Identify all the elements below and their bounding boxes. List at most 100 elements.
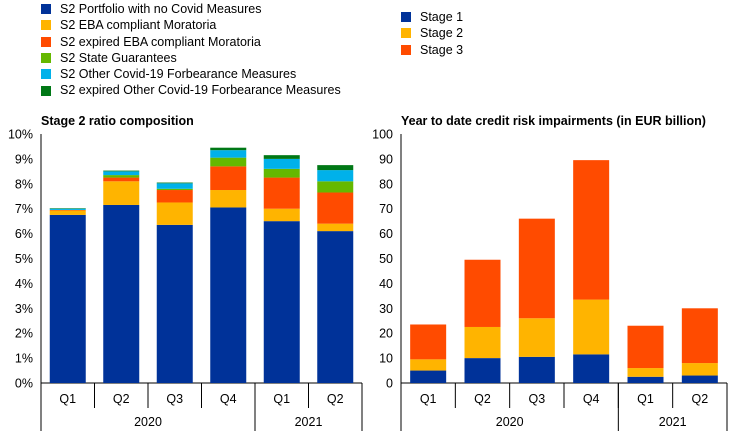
x-tick-label: Q3 — [528, 392, 545, 406]
y-tick-label: 8% — [15, 177, 33, 191]
bar-segment — [210, 150, 247, 158]
x-tick-label: Q1 — [273, 392, 290, 406]
bar-segment — [464, 326, 501, 359]
bar-segment — [317, 231, 354, 383]
legend-item: S2 Portfolio with no Covid Measures — [41, 1, 341, 17]
y-tick-label: 3% — [15, 302, 33, 316]
y-tick-label: 50 — [379, 252, 393, 266]
y-tick-label: 100 — [372, 128, 393, 142]
x-tick-label: Q1 — [420, 392, 437, 406]
x-tick-label: Q1 — [59, 392, 76, 406]
y-tick-label: 5% — [15, 252, 33, 266]
bar-segment — [103, 204, 140, 383]
bar-segment — [317, 181, 354, 193]
legend-item: S2 expired Other Covid-19 Forbearance Me… — [41, 82, 341, 98]
x-tick-label: Q2 — [691, 392, 708, 406]
group-label: 2020 — [496, 415, 524, 429]
bar-segment — [681, 308, 718, 364]
chart-title-impairments: Year to date credit risk impairments (in… — [401, 114, 706, 128]
x-tick-label: Q2 — [474, 392, 491, 406]
y-tick-label: 40 — [379, 277, 393, 291]
bar-segment — [317, 165, 354, 171]
y-tick-label: 7% — [15, 202, 33, 216]
bar-segment — [156, 190, 193, 203]
bar-segment — [263, 221, 300, 383]
y-tick-label: 9% — [15, 152, 33, 166]
bar-segment — [681, 375, 718, 383]
bar-segment — [518, 318, 555, 357]
bar-segment — [103, 181, 140, 205]
bar-segment — [156, 188, 193, 191]
bar-segment — [410, 359, 447, 371]
legend-label: S2 EBA compliant Moratoria — [60, 18, 217, 33]
bar-segment — [210, 157, 247, 167]
y-tick-label: 6% — [15, 227, 33, 241]
bar-segment — [103, 171, 140, 176]
bar-segment — [410, 324, 447, 360]
bar-segment — [518, 356, 555, 383]
legend-label: S2 Portfolio with no Covid Measures — [60, 2, 262, 16]
bar-segment — [103, 170, 140, 172]
legend-label: Stage 1 — [420, 10, 464, 24]
bar-segment — [627, 325, 664, 369]
legend-label: Stage 2 — [420, 26, 464, 41]
x-tick-label: Q4 — [583, 392, 600, 406]
x-tick-label: Q2 — [113, 392, 130, 406]
bar-segment — [464, 259, 501, 327]
legend-swatch — [401, 44, 411, 55]
legend-swatch — [401, 12, 411, 23]
y-tick-label: 0 — [386, 377, 393, 391]
group-label: 2021 — [659, 415, 687, 429]
y-tick-label: 70 — [379, 202, 393, 216]
group-label: 2021 — [295, 415, 323, 429]
bar-segment — [210, 166, 247, 191]
legend-impairments: Stage 1 Stage 2 Stage 3 — [401, 9, 463, 58]
legend-label: S2 State Guarantees — [60, 50, 177, 65]
bar-segment — [49, 208, 86, 210]
legend-label: S2 expired Other Covid-19 Forbearance Me… — [60, 83, 341, 98]
y-tick-label: 4% — [15, 277, 33, 291]
bar-segment — [263, 168, 300, 178]
bar-segment — [103, 175, 140, 178]
bar-segment — [263, 158, 300, 169]
bar-segment — [410, 370, 447, 383]
bar-segment — [263, 177, 300, 209]
bar-segment — [573, 354, 610, 383]
legend-item: Stage 3 — [401, 42, 463, 58]
legend-swatch — [41, 20, 51, 31]
bar-segment — [156, 182, 193, 184]
bar-segment — [103, 177, 140, 182]
bar-segment — [317, 192, 354, 224]
bar-segment — [49, 214, 86, 383]
legend-item: Stage 2 — [401, 25, 463, 41]
bar-segment — [156, 224, 193, 383]
bar-segment — [210, 147, 247, 151]
y-tick-label: 90 — [379, 152, 393, 166]
bar-segment — [156, 202, 193, 225]
bar-segment — [464, 358, 501, 383]
bar-segment — [210, 207, 247, 383]
legend-swatch — [41, 85, 51, 96]
bar-segment — [573, 160, 610, 300]
bar-segment — [681, 363, 718, 376]
bar-segment — [263, 155, 300, 159]
bar-segment — [263, 208, 300, 222]
y-tick-label: 0% — [15, 377, 33, 391]
y-tick-label: 1% — [15, 352, 33, 366]
legend-label: Stage 3 — [420, 42, 464, 57]
y-tick-label: 10% — [8, 128, 33, 142]
y-tick-label: 20 — [379, 327, 393, 341]
x-tick-label: Q4 — [220, 392, 237, 406]
bar-segment — [156, 183, 193, 189]
y-tick-label: 30 — [379, 302, 393, 316]
bar-segment — [573, 299, 610, 355]
bar-segment — [317, 223, 354, 232]
legend-item: S2 Other Covid-19 Forbearance Measures — [41, 66, 341, 82]
legend-swatch — [41, 69, 51, 80]
x-tick-label: Q1 — [637, 392, 654, 406]
legend-item: S2 EBA compliant Moratoria — [41, 17, 341, 33]
legend-label: S2 Other Covid-19 Forbearance Measures — [60, 67, 297, 82]
group-label: 2020 — [134, 415, 162, 429]
legend-swatch — [41, 4, 51, 15]
